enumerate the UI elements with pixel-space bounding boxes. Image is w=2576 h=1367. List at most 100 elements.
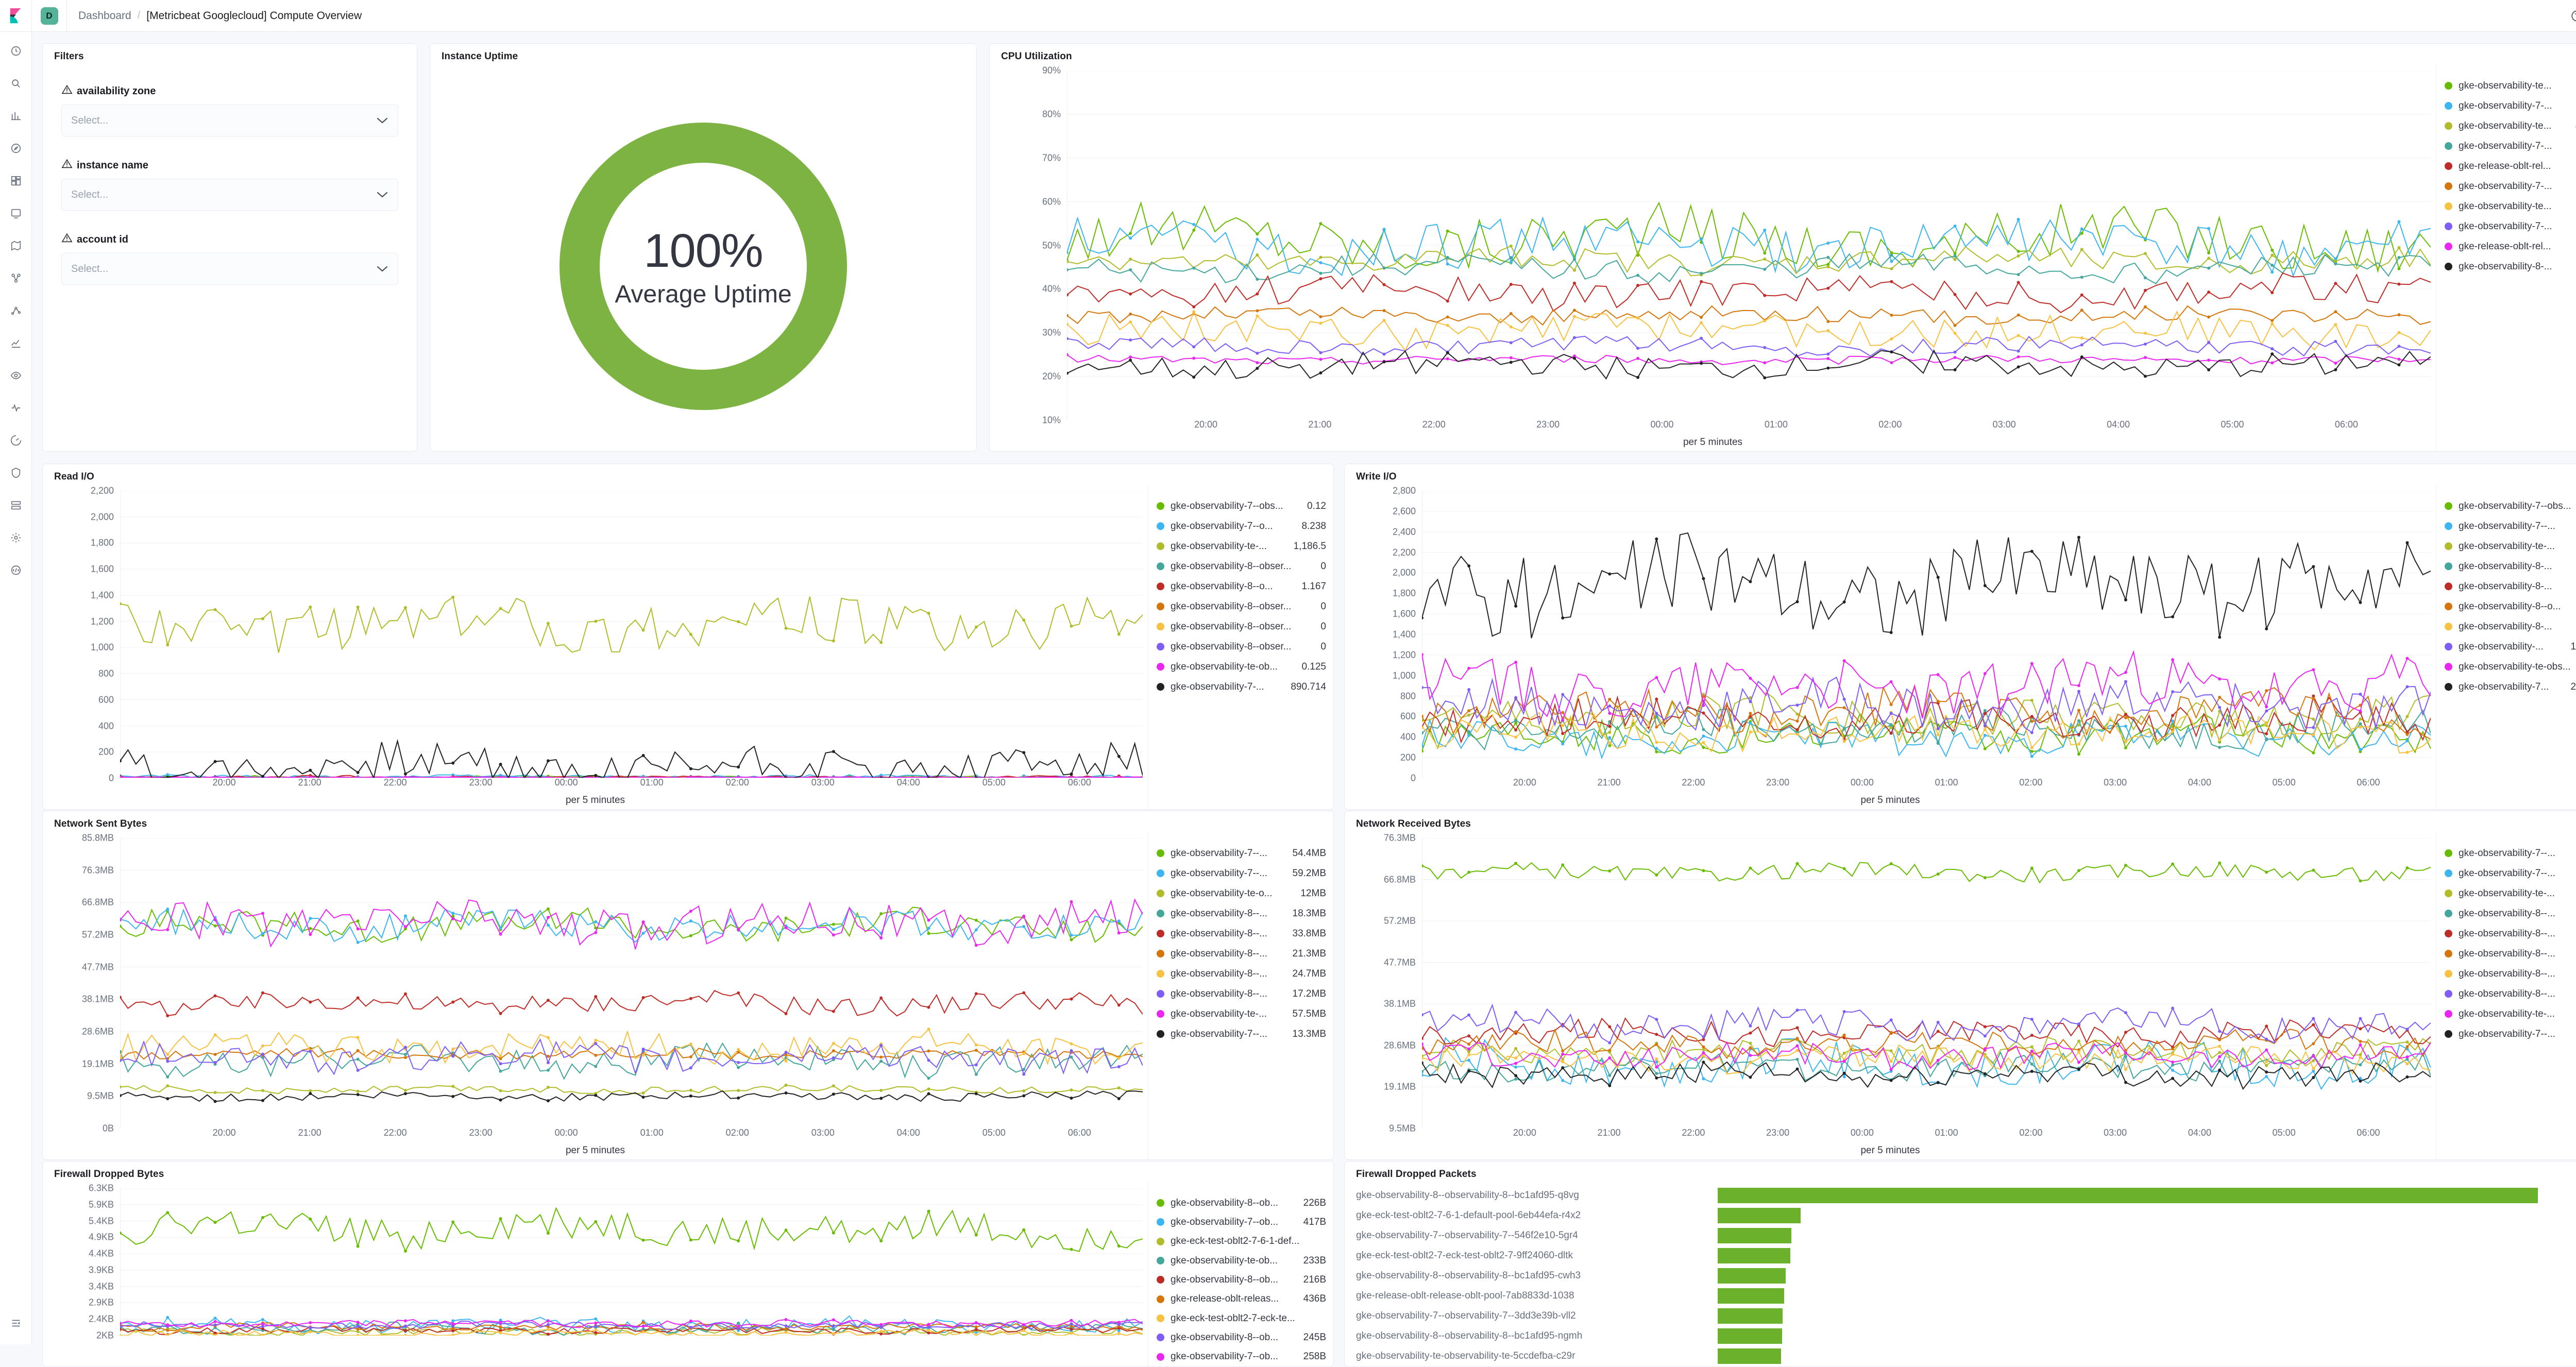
management-icon[interactable] xyxy=(4,526,28,550)
plot-area[interactable]: 2,200 2,000 1,800 1,600 1,400 1,200 1,000 800 60… xyxy=(43,485,1148,809)
chevron-down-icon[interactable] xyxy=(376,265,388,272)
legend-item[interactable]: gke-observability-te... 27.599% xyxy=(2445,196,2576,216)
kibana-logo-icon[interactable] xyxy=(0,0,32,32)
legend-item[interactable]: gke-observability-te... 44.532% xyxy=(2445,116,2576,136)
legend-item[interactable]: gke-observability-te-ob... 0.125 xyxy=(1157,657,1326,677)
legend-item[interactable]: gke-observability-te-... 57.5MB xyxy=(1157,1004,1326,1024)
legend-item[interactable]: gke-observability-7--...206.81 xyxy=(2445,516,2576,536)
legend-item[interactable]: gke-observability-7--ob... 417B xyxy=(1157,1212,1326,1232)
bar-row[interactable]: gke-observability-te-observability-te-5c… xyxy=(1345,1346,2576,1366)
legend-item[interactable]: gke-observability-te-...618.643 xyxy=(2445,536,2576,556)
legend-item[interactable]: gke-observability-7-... 34.093% xyxy=(2445,176,2576,196)
filter-select-availability-zone[interactable]: Select... xyxy=(61,105,398,136)
legend-item[interactable]: gke-observability-8--ob... 226B xyxy=(1157,1193,1326,1212)
legend-item[interactable]: gke-observability-8--...18.4MB xyxy=(2445,903,2576,924)
bar-row[interactable]: gke-eck-test-oblt2-7-6-1-default-pool-6e… xyxy=(1345,1205,2576,1225)
bar-row[interactable]: gke-release-oblt-release-oblt-pool-7ab88… xyxy=(1345,1286,2576,1306)
analytics-icon[interactable] xyxy=(4,104,28,128)
legend-item[interactable]: gke-observability-8--... 18.3MB xyxy=(1157,903,1326,924)
legend-item[interactable]: gke-observability-8-... 18.924% xyxy=(2445,257,2576,277)
chevron-down-icon[interactable] xyxy=(376,117,388,124)
bar-row[interactable]: gke-observability-8--observability-8--bc… xyxy=(1345,1326,2576,1346)
legend-item[interactable]: gke-eck-test-oblt2-7-6-1-def... xyxy=(1157,1232,1326,1251)
legend-item[interactable]: gke-observability-8--...31.1MB xyxy=(2445,924,2576,944)
bar-row[interactable]: gke-observability-7--observability-7--3d… xyxy=(1345,1306,2576,1326)
plot-area[interactable]: 85.8MB 76.3MB 66.8MB 57.2MB 47.7MB 38.1MB 28.6… xyxy=(43,832,1148,1159)
legend-item[interactable]: gke-observability-7-... 890.714 xyxy=(1157,677,1326,697)
legend-item[interactable]: gke-observability-8--...25.8MB xyxy=(2445,944,2576,964)
legend-item[interactable]: gke-observability-8-...289.692 xyxy=(2445,556,2576,576)
plot-area[interactable]: 90% 80% 70% 60% 50% 40% 30% 20% 10% 20:00 21:00 22:… xyxy=(990,64,2436,451)
legend-item[interactable]: gke-observability-7... 2,379.714 xyxy=(2445,677,2576,697)
bar-row[interactable]: gke-observability-7--observability-7--54… xyxy=(1345,1225,2576,1245)
legend-item[interactable]: gke-observability-8--o... 1.167 xyxy=(1157,576,1326,596)
legend-item[interactable]: gke-observability-8-...303.375 xyxy=(2445,617,2576,637)
uptime-icon[interactable] xyxy=(4,429,28,452)
legend-item[interactable]: gke-observability-8--obser... 0 xyxy=(1157,556,1326,576)
legend-item[interactable]: gke-observability-7-... 26.861% xyxy=(2445,216,2576,236)
legend-item[interactable]: gke-observability-te-...21.9MB xyxy=(2445,1004,2576,1024)
plot-area[interactable]: 2,800 2,600 2,400 2,200 2,000 1,800 1,600 1,400… xyxy=(1345,485,2436,809)
legend-item[interactable]: gke-observability-8--obser... 0 xyxy=(1157,637,1326,657)
apm-icon[interactable] xyxy=(4,396,28,420)
legend-item[interactable]: gke-observability-7-... 53.193% xyxy=(2445,96,2576,116)
bar-row[interactable]: gke-observability-8--observability-8--bc… xyxy=(1345,1185,2576,1205)
collapse-icon[interactable] xyxy=(4,1311,28,1335)
legend-item[interactable]: gke-observability-... 1,088.875 xyxy=(2445,637,2576,657)
legend-item[interactable]: gke-observability-7--... 54.4MB xyxy=(1157,843,1326,863)
legend-item[interactable]: gke-observability-7--obs... 0.12 xyxy=(1157,496,1326,516)
search-icon[interactable] xyxy=(4,72,28,95)
legend-item[interactable]: gke-observability-7-... 51.072% xyxy=(2445,136,2576,156)
legend-item[interactable]: gke-observability-7--ob... 258B xyxy=(1157,1347,1326,1366)
legend-item[interactable]: gke-observability-7--... 59.2MB xyxy=(1157,863,1326,883)
dev-tools-icon[interactable] xyxy=(4,558,28,582)
legend-item[interactable]: gke-observability-7--...13.8MB xyxy=(2445,863,2576,883)
breadcrumb-dashboard[interactable]: Dashboard xyxy=(78,9,131,22)
legend-item[interactable]: gke-observability-8--ob... 216B xyxy=(1157,1270,1326,1289)
legend-item[interactable]: gke-release-oblt-releas... 436B xyxy=(1157,1290,1326,1309)
legend-item[interactable]: gke-release-oblt-rel... 20.335% xyxy=(2445,236,2576,257)
legend-item[interactable]: gke-observability-7--... 13.3MB xyxy=(1157,1024,1326,1044)
help-icon[interactable] xyxy=(2568,7,2576,25)
legend-item[interactable]: gke-observability-8--... 33.8MB xyxy=(1157,924,1326,944)
legend-item[interactable]: gke-observability-te-o... 12MB xyxy=(1157,883,1326,903)
legend-item[interactable]: gke-observability-te-obs...740 xyxy=(2445,657,2576,677)
legend-item[interactable]: gke-observability-te-ob... 233B xyxy=(1157,1251,1326,1270)
legend-item[interactable]: gke-observability-8--obser... 0 xyxy=(1157,596,1326,617)
graph-icon[interactable] xyxy=(4,299,28,322)
bar-row[interactable]: gke-eck-test-oblt2-7-eck-test-oblt2-7-9f… xyxy=(1345,1245,2576,1266)
legend-item[interactable]: gke-eck-test-oblt2-7-eck-te... xyxy=(1157,1309,1326,1328)
filter-select-account-id[interactable]: Select... xyxy=(61,253,398,285)
legend-item[interactable]: gke-observability-7--obs...284 xyxy=(2445,496,2576,516)
chevron-down-icon[interactable] xyxy=(376,191,388,198)
legend-item[interactable]: gke-observability-7--...66.6MB xyxy=(2445,843,2576,863)
legend-item[interactable]: gke-observability-8--...35.2MB xyxy=(2445,984,2576,1004)
plot-area[interactable]: 6.3KB 5.9KB 5.4KB 4.9KB 4.4KB 3.9KB 3.4KB 2.9KB… xyxy=(43,1182,1148,1366)
bar-row[interactable]: gke-observability-8--observability-8--bc… xyxy=(1345,1266,2576,1286)
legend-item[interactable]: gke-observability-8--... 24.7MB xyxy=(1157,964,1326,984)
legend-item[interactable]: gke-observability-te-... 1,186.5 xyxy=(1157,536,1326,556)
legend-item[interactable]: gke-observability-8--obser... 0 xyxy=(1157,617,1326,637)
legend-item[interactable]: gke-observability-7--o... 8.238 xyxy=(1157,516,1326,536)
security-icon[interactable] xyxy=(4,461,28,485)
legend-item[interactable]: gke-observability-8--o...919.5 xyxy=(2445,596,2576,617)
legend-item[interactable]: gke-observability-te... 51.622% xyxy=(2445,76,2576,96)
filter-select-instance-name[interactable]: Select... xyxy=(61,179,398,211)
legend-item[interactable]: gke-observability-te-...24.1MB xyxy=(2445,883,2576,903)
canvas-icon[interactable] xyxy=(4,201,28,225)
maps-icon[interactable] xyxy=(4,234,28,258)
plot-area[interactable]: 76.3MB 66.8MB 57.2MB 47.7MB 38.1MB 28.6MB 19.1… xyxy=(1345,832,2436,1159)
machine-learning-icon[interactable] xyxy=(4,266,28,290)
legend-item[interactable]: gke-release-oblt-rel... 29.869% xyxy=(2445,156,2576,176)
dashboard-icon[interactable] xyxy=(4,169,28,193)
discover-icon[interactable] xyxy=(4,136,28,160)
fleet-icon[interactable] xyxy=(4,493,28,517)
legend-item[interactable]: gke-observability-8-...627.417 xyxy=(2445,576,2576,596)
legend-item[interactable]: gke-observability-8--ob... 245B xyxy=(1157,1328,1326,1347)
recently-viewed-icon[interactable] xyxy=(4,39,28,63)
legend-item[interactable]: gke-observability-8--... 17.2MB xyxy=(1157,984,1326,1004)
legend-item[interactable]: gke-observability-7--...26.8MB xyxy=(2445,1024,2576,1044)
visualize-icon[interactable] xyxy=(4,331,28,355)
legend-item[interactable]: gke-observability-8--... 21.3MB xyxy=(1157,944,1326,964)
space-selector[interactable]: D xyxy=(32,0,67,32)
